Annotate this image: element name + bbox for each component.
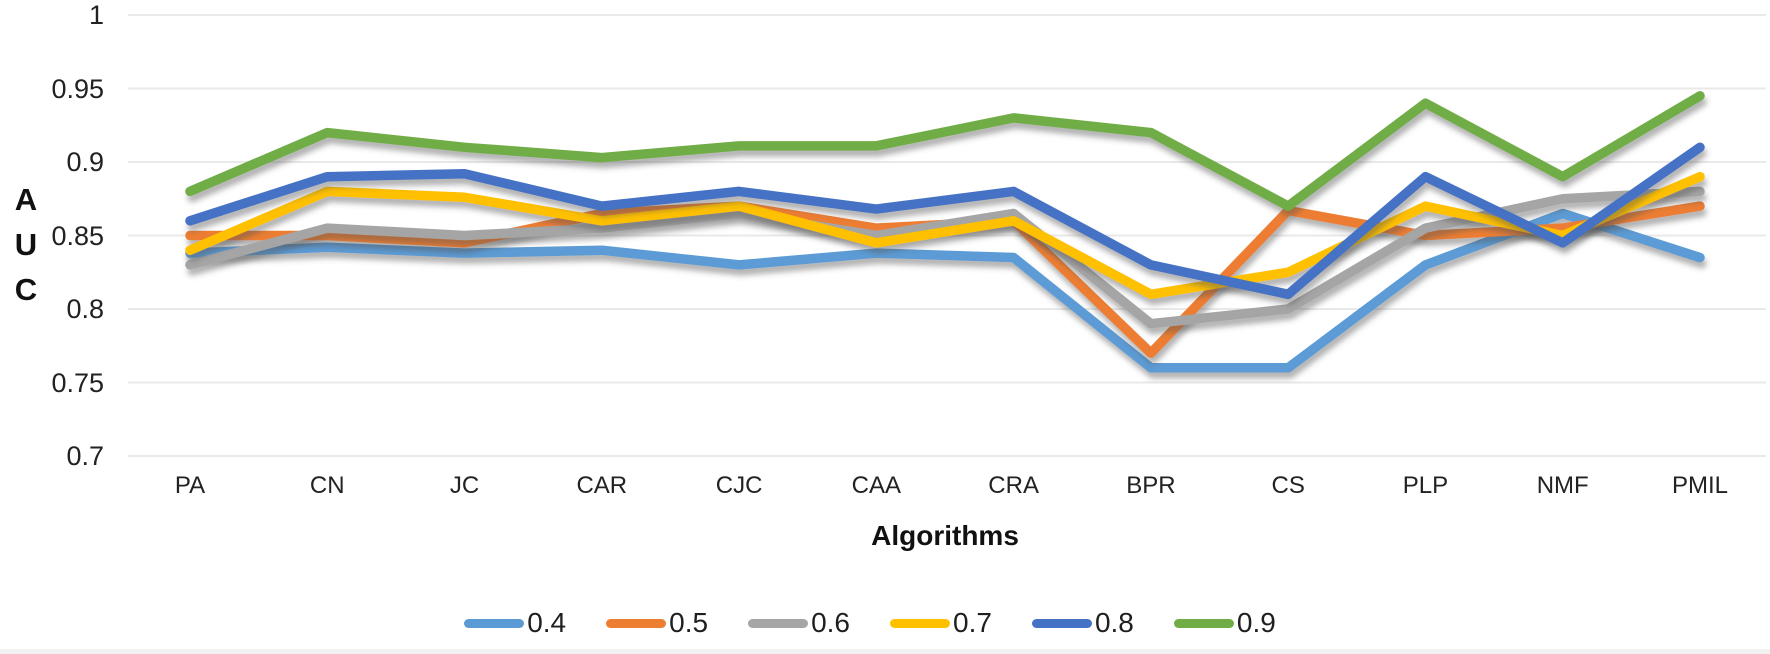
legend-label-0.8: 0.8: [1094, 607, 1134, 638]
legend-label-0.5: 0.5: [669, 607, 709, 638]
legend-label-0.7: 0.7: [953, 607, 992, 638]
series-line-0.4: [185, 208, 1705, 373]
legend-swatch-0.6: [748, 618, 809, 628]
legend-item-0.9: 0.9: [1173, 607, 1276, 638]
x-tick-CRA: CRA: [988, 472, 1039, 499]
x-tick-NMF: NMF: [1536, 472, 1589, 499]
x-tick-CJC: CJC: [715, 472, 763, 499]
legend-swatch-0.5: [606, 618, 667, 628]
bottom-divider: [0, 649, 1770, 654]
y-tick-0.85: 0.85: [51, 220, 104, 251]
x-axis-title: Algorithms: [871, 520, 1019, 551]
x-tick-CAR: CAR: [576, 472, 628, 499]
legend-item-0.8: 0.8: [1031, 607, 1134, 638]
y-tick-0.95: 0.95: [51, 73, 104, 104]
y-tick-0.8: 0.8: [66, 294, 104, 324]
legend-label-0.4: 0.4: [527, 607, 567, 638]
legend-label-0.6: 0.6: [811, 607, 850, 638]
y-axis-title-letter-C: C: [14, 272, 38, 307]
y-tick-0.75: 0.75: [51, 367, 104, 398]
x-tick-PLP: PLP: [1402, 472, 1449, 499]
y-tick-0.9: 0.9: [66, 147, 104, 177]
legend-item-0.7: 0.7: [890, 608, 992, 638]
x-tick-PMIL: PMIL: [1671, 472, 1728, 499]
series-line-0.9: [185, 91, 1705, 211]
y-tick-1: 1: [88, 0, 104, 30]
legend-swatch-0.7: [890, 618, 950, 628]
x-tick-PA: PA: [174, 472, 206, 499]
legend-item-0.5: 0.5: [606, 608, 708, 638]
legend-item-0.4: 0.4: [464, 608, 566, 638]
legend-swatch-0.8: [1031, 618, 1092, 628]
series-line-0.7: [185, 171, 1705, 300]
legend: 0.4 0.5 0.6 0.7 0.8 0.9: [0, 608, 1740, 638]
x-tick-BPR: BPR: [1126, 472, 1176, 499]
y-axis-title-letter-A: A: [14, 182, 38, 217]
series-line-0.8: [185, 142, 1705, 300]
x-tick-JC: JC: [449, 472, 480, 499]
legend-swatch-0.4: [464, 618, 525, 628]
x-tick-CS: CS: [1271, 472, 1305, 499]
legend-swatch-0.9: [1173, 618, 1234, 628]
x-tick-CN: CN: [309, 472, 345, 499]
series-line-0.6: [185, 186, 1705, 329]
y-axis-title-letter-U: U: [14, 227, 38, 262]
y-tick-0.7: 0.7: [66, 441, 104, 471]
x-tick-CAA: CAA: [851, 472, 902, 499]
legend-item-0.6: 0.6: [748, 608, 850, 638]
legend-label-0.9: 0.9: [1236, 607, 1276, 638]
